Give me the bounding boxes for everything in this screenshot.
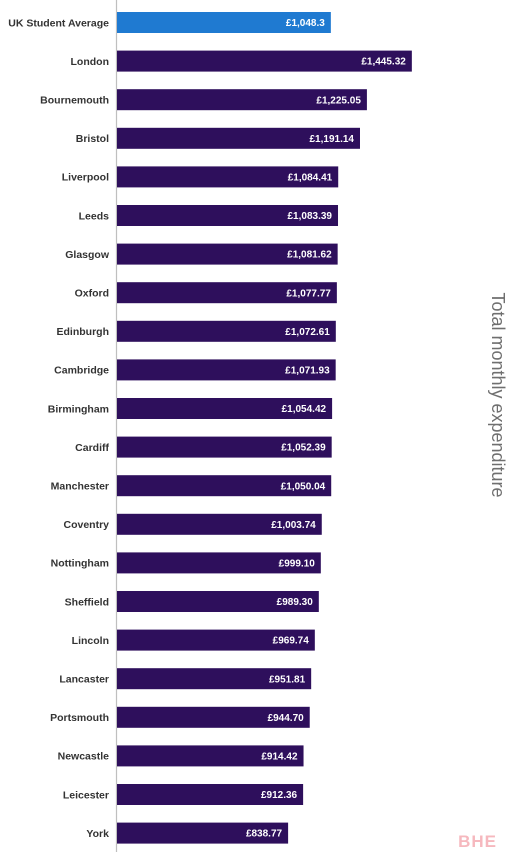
category-label: York bbox=[86, 828, 109, 840]
value-label: £1,071.93 bbox=[285, 366, 330, 377]
value-label: £1,077.77 bbox=[286, 288, 331, 299]
bar-edinburgh bbox=[117, 320, 336, 342]
value-label: £914.42 bbox=[261, 752, 298, 763]
category-label: Birmingham bbox=[48, 403, 109, 415]
category-label: Nottingham bbox=[51, 558, 109, 570]
category-label: Leeds bbox=[79, 210, 110, 222]
value-label: £838.77 bbox=[246, 829, 283, 840]
value-labels-group: £1,048.3 £1,445.32 £1,225.05 £1,191.14 £1,08… bbox=[246, 18, 406, 840]
category-label: Edinburgh bbox=[57, 326, 110, 338]
value-label: £944.70 bbox=[268, 713, 305, 724]
bar-cambridge bbox=[117, 359, 336, 381]
bar-lincoln bbox=[117, 629, 315, 651]
value-label: £912.36 bbox=[261, 790, 298, 801]
category-label: UK Student Average bbox=[8, 17, 109, 29]
bar-leeds bbox=[117, 205, 339, 226]
category-label: Lancaster bbox=[59, 674, 109, 686]
bar-glasgow bbox=[117, 243, 338, 265]
bar-nottingham bbox=[117, 552, 321, 574]
bar-york bbox=[117, 822, 289, 844]
bar-sheffield bbox=[117, 591, 319, 612]
value-label: £1,003.74 bbox=[271, 520, 316, 531]
value-label: £1,083.39 bbox=[288, 211, 333, 222]
category-label: Sheffield bbox=[65, 596, 109, 608]
bar-uk-student-average bbox=[117, 12, 331, 33]
value-label: £1,084.41 bbox=[288, 173, 333, 184]
value-label: £989.30 bbox=[277, 597, 314, 608]
category-label: Lincoln bbox=[72, 635, 109, 647]
value-label: £1,072.61 bbox=[285, 327, 330, 338]
bar-london bbox=[117, 50, 412, 72]
value-label: £1,050.04 bbox=[281, 481, 326, 492]
category-label: Liverpool bbox=[62, 172, 109, 184]
bar-lancaster bbox=[117, 668, 312, 690]
category-label: Coventry bbox=[63, 519, 109, 531]
value-label: £1,052.39 bbox=[281, 443, 326, 454]
category-label: Glasgow bbox=[65, 249, 110, 261]
watermark-logo: BHE bbox=[458, 832, 497, 851]
category-label: Bournemouth bbox=[40, 95, 109, 107]
bar-bournemouth bbox=[117, 89, 367, 111]
category-label: Portsmouth bbox=[50, 712, 109, 724]
value-label: £1,225.05 bbox=[316, 95, 361, 106]
value-label: £1,054.42 bbox=[282, 404, 327, 415]
bar-cardiff bbox=[117, 436, 332, 458]
bar-coventry bbox=[117, 513, 322, 535]
axis-title: Total monthly expenditure bbox=[488, 292, 508, 497]
category-label: Manchester bbox=[51, 481, 109, 493]
bar-manchester bbox=[117, 475, 332, 497]
bar-bristol bbox=[117, 127, 360, 149]
category-label: Cambridge bbox=[54, 365, 109, 377]
category-label: Oxford bbox=[75, 288, 109, 300]
bar-portsmouth bbox=[117, 706, 310, 728]
value-label: £1,081.62 bbox=[287, 250, 332, 261]
bar-oxford bbox=[117, 282, 337, 304]
category-label: Cardiff bbox=[75, 442, 109, 454]
bar-leicester bbox=[117, 784, 304, 805]
value-label: £969.74 bbox=[273, 636, 310, 647]
category-label: London bbox=[71, 56, 109, 68]
bars-group bbox=[117, 12, 412, 844]
value-label: £1,048.3 bbox=[286, 18, 325, 29]
value-label: £999.10 bbox=[279, 559, 316, 570]
value-label: £1,191.14 bbox=[309, 134, 354, 145]
bar-liverpool bbox=[117, 166, 339, 188]
category-label: Newcastle bbox=[58, 751, 110, 763]
value-label: £951.81 bbox=[269, 674, 306, 685]
category-label: Bristol bbox=[76, 133, 109, 145]
category-label: Leicester bbox=[63, 789, 109, 801]
bar-birmingham bbox=[117, 398, 333, 419]
bar-newcastle bbox=[117, 745, 304, 767]
category-labels-group: UK Student Average London Bournemouth Brist… bbox=[8, 17, 110, 840]
value-label: £1,445.32 bbox=[361, 57, 406, 68]
